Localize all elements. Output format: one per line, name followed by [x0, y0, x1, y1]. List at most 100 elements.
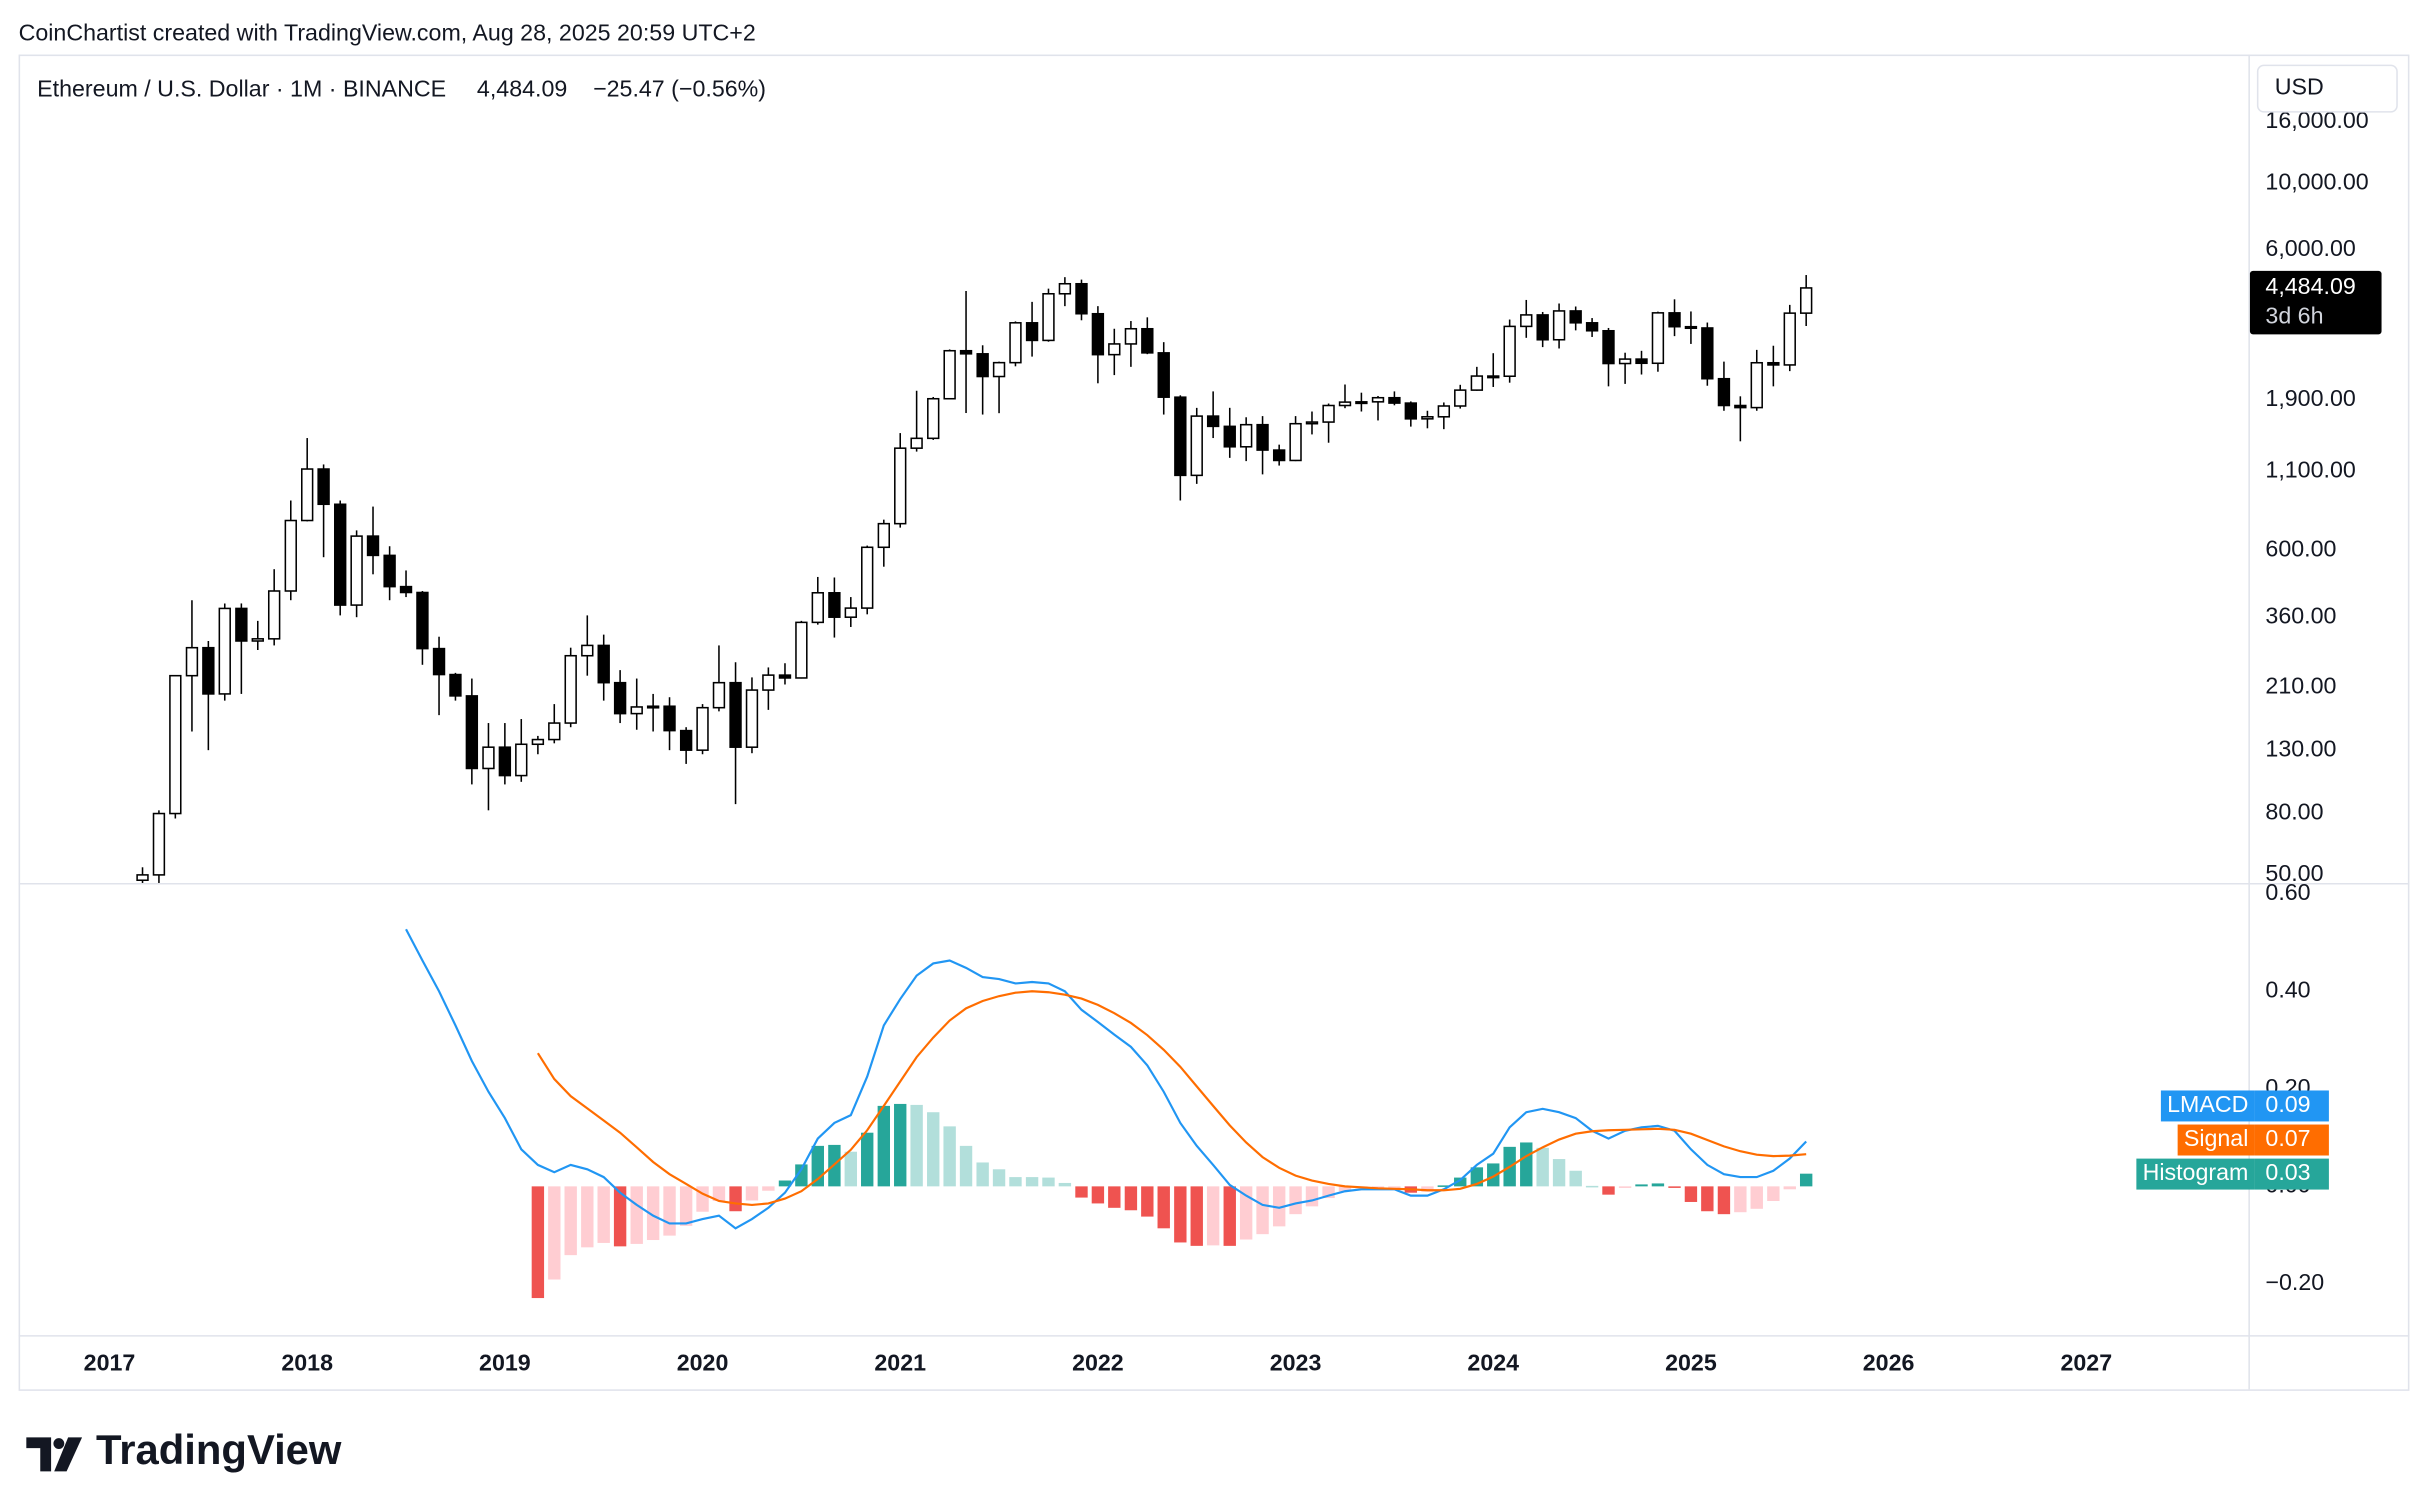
candle-body — [251, 638, 264, 642]
candle-body — [1091, 312, 1105, 356]
candle-body — [1355, 401, 1368, 405]
price-tag — [2249, 270, 2382, 335]
candle-body — [416, 591, 429, 650]
candle-body — [1124, 327, 1138, 345]
histogram-bar — [1701, 1186, 1714, 1212]
candle-body — [828, 592, 841, 618]
histogram-bar — [1075, 1186, 1088, 1198]
candle-body — [548, 722, 561, 741]
histogram-bar — [564, 1186, 577, 1256]
candle-body — [712, 681, 726, 709]
histogram-bar — [959, 1145, 973, 1187]
histogram-bar — [745, 1186, 759, 1201]
candle-body — [1585, 322, 1599, 332]
legend-value: 0.09 — [2265, 1091, 2310, 1117]
histogram-bar — [1421, 1186, 1434, 1192]
candle-body — [1717, 377, 1731, 407]
histogram-bar — [877, 1105, 891, 1187]
histogram-bar — [531, 1186, 545, 1299]
histogram-bar — [613, 1186, 627, 1247]
candle-body — [1668, 312, 1681, 328]
candle-body — [1618, 358, 1632, 365]
candle-body — [1767, 361, 1780, 366]
histogram-bar — [679, 1186, 693, 1226]
histogram-bar — [663, 1186, 676, 1236]
price-change: −25.47 (−0.56%) — [593, 75, 766, 101]
candle-body — [646, 705, 660, 709]
candle-body — [679, 729, 693, 751]
candle-body — [1025, 322, 1039, 342]
histogram-bar — [1042, 1177, 1055, 1187]
histogram-bar — [1388, 1186, 1401, 1188]
histogram-bar — [1783, 1186, 1796, 1190]
candle-body — [613, 681, 627, 715]
y-tick-label: 1,900.00 — [2265, 385, 2355, 411]
histogram-bar — [1058, 1182, 1072, 1187]
x-tick-label: 2025 — [1665, 1350, 1717, 1376]
x-tick-label: 2022 — [1072, 1350, 1124, 1376]
y-tick-label: 50.00 — [2265, 860, 2323, 886]
candle-body — [1388, 396, 1401, 404]
candle-body — [992, 361, 1006, 378]
candle-body — [482, 746, 495, 770]
countdown: 3d 6h — [2265, 302, 2323, 328]
candle-body — [1651, 312, 1665, 365]
last-price: 4,484.09 — [477, 75, 567, 101]
legend-value-box — [2254, 1124, 2329, 1156]
candle-body — [1734, 404, 1747, 409]
candle-body — [1487, 375, 1500, 379]
candle-body — [267, 590, 281, 640]
candle-body — [366, 535, 380, 557]
legend-name-box — [2177, 1124, 2255, 1156]
histogram-bar — [1108, 1186, 1121, 1208]
candle-body — [1108, 343, 1121, 356]
candle-body — [1602, 329, 1615, 365]
y-tick-label: −0.20 — [2265, 1269, 2324, 1295]
candle-body — [202, 646, 215, 695]
price-pane — [136, 275, 1813, 883]
histogram-bar — [1239, 1186, 1253, 1240]
histogram-bar — [1767, 1186, 1780, 1201]
currency-button[interactable] — [2256, 64, 2398, 113]
candle-body — [630, 706, 643, 715]
histogram-bar — [1684, 1186, 1698, 1202]
candle-body — [696, 706, 709, 751]
candle-body — [1256, 423, 1269, 451]
y-tick-label: 80.00 — [2265, 799, 2323, 825]
histogram-bar — [1305, 1186, 1319, 1207]
candle-body — [663, 705, 676, 732]
candle-body — [1223, 425, 1236, 448]
histogram-bar — [630, 1186, 643, 1244]
x-tick-label: 2023 — [1270, 1350, 1322, 1376]
candle-body — [1272, 449, 1286, 462]
candle-body — [1075, 282, 1088, 315]
candle-body — [894, 447, 907, 525]
histogram-bar — [1371, 1186, 1385, 1188]
histogram-bar — [597, 1186, 610, 1243]
x-tick-label: 2018 — [281, 1350, 333, 1376]
histogram-bar — [1454, 1177, 1467, 1187]
histogram-bar — [548, 1186, 561, 1280]
candle-body — [1042, 293, 1055, 342]
histogram-bar — [1124, 1186, 1138, 1211]
histogram-bar — [1585, 1185, 1599, 1188]
histogram-bar — [1552, 1159, 1566, 1187]
candle-body — [1520, 314, 1533, 328]
currency[interactable]: USD — [2275, 74, 2324, 100]
histogram-bar — [927, 1112, 940, 1187]
histogram-bar — [1734, 1186, 1747, 1213]
candle-body — [795, 621, 808, 679]
candle-body — [1684, 325, 1698, 330]
candle-body — [1799, 287, 1813, 314]
price-tag-label: 4,484.09 — [2265, 273, 2355, 299]
candle-body — [383, 554, 396, 588]
candle-body — [1552, 310, 1566, 341]
candle-body — [1421, 416, 1434, 420]
legend-value: 0.07 — [2265, 1125, 2310, 1151]
candle-body — [597, 644, 610, 684]
candle-body — [399, 585, 413, 594]
histogram-bar — [1487, 1163, 1500, 1187]
candle-body — [811, 592, 824, 624]
